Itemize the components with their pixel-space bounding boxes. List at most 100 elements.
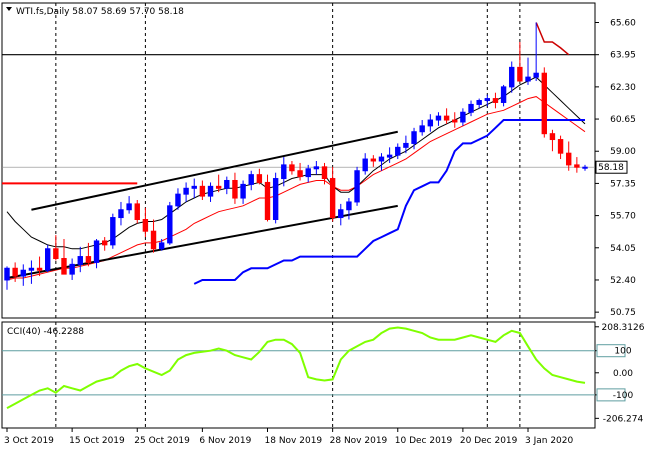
candle-body <box>346 201 352 211</box>
cci-line <box>6 326 586 409</box>
candle-body <box>362 158 368 172</box>
candle-body <box>386 154 393 158</box>
candle-body <box>533 72 539 78</box>
candle-body <box>183 187 189 195</box>
candle-body <box>370 158 377 162</box>
cci-level-box <box>596 388 626 402</box>
candle-body <box>460 111 466 123</box>
candle-body <box>509 66 515 88</box>
price-tick-label: 65.60 <box>610 19 636 29</box>
candle-body <box>289 164 295 172</box>
candle-body <box>93 240 100 263</box>
time-tick-label: 10 Dec 2019 <box>395 436 453 446</box>
cci-label: CCI(40) -46.2288 <box>7 327 84 337</box>
candle-body <box>468 103 474 113</box>
candle-body <box>419 125 425 133</box>
time-tick-label: 15 Oct 2019 <box>69 436 125 446</box>
candle-body <box>338 209 344 219</box>
candle-body <box>574 164 580 168</box>
candle-body <box>118 209 124 219</box>
candle-body <box>110 217 116 246</box>
candle-body <box>525 76 531 82</box>
candle-body <box>256 174 263 183</box>
candle-body <box>85 256 92 263</box>
candle-body <box>354 170 360 203</box>
candle-body <box>582 166 588 169</box>
candle-body <box>484 98 491 102</box>
price-tick-label: 57.35 <box>610 179 636 189</box>
candle-body <box>264 181 271 221</box>
candle-body <box>321 166 328 180</box>
chart-header: WTI.fs,Daily 58.07 58.69 57.70 58.18 <box>16 7 184 17</box>
candle-body <box>452 119 458 123</box>
cci-tick-label: -206.274 <box>603 414 644 424</box>
cci-level-box <box>596 344 626 358</box>
candle-body <box>378 156 385 162</box>
time-tick-label: 6 Nov 2019 <box>199 436 251 446</box>
time-tick-label: 3 Jan 2020 <box>525 436 573 446</box>
price-tick-label: 54.05 <box>610 244 636 254</box>
price-tick-label: 52.40 <box>610 276 636 286</box>
chevron-down-icon[interactable] <box>6 7 12 11</box>
candle-body <box>224 179 230 189</box>
candle-body <box>492 98 499 103</box>
candle-body <box>435 115 442 121</box>
candle-body <box>77 256 83 265</box>
candle-body <box>36 267 43 271</box>
cci-tick-label: 0.00 <box>613 369 633 379</box>
candle-body <box>411 131 417 144</box>
cci-panel <box>1 321 596 429</box>
price-tick-label: 63.95 <box>610 51 636 61</box>
candle-body <box>28 267 35 271</box>
candle-body <box>305 168 311 178</box>
candle-body <box>45 248 51 271</box>
price-tick-label: 62.30 <box>610 83 636 93</box>
candle-body <box>61 258 67 275</box>
time-tick-label: 25 Oct 2019 <box>134 436 190 446</box>
time-tick-label: 28 Nov 2019 <box>330 436 388 446</box>
candle-body <box>232 179 238 199</box>
candle-body <box>329 178 336 219</box>
candle-body <box>191 185 197 189</box>
candle-body <box>566 152 572 166</box>
candle-body <box>557 139 564 154</box>
candle-body <box>500 86 507 103</box>
candle-body <box>142 219 149 232</box>
candle-body <box>272 178 279 221</box>
candle-body <box>12 267 18 277</box>
candle-body <box>150 230 157 250</box>
candle-body <box>53 248 59 260</box>
candle-body <box>69 263 75 275</box>
candle-body <box>427 119 434 127</box>
candle-body <box>20 269 26 277</box>
candle-body <box>248 174 254 185</box>
trendline-1 <box>31 130 398 211</box>
candle-body <box>4 267 10 281</box>
candle-body <box>207 185 214 197</box>
candle-body <box>549 133 556 141</box>
price-tick-label: 60.65 <box>610 115 636 125</box>
candle-body <box>199 185 206 197</box>
candle-body <box>215 185 222 189</box>
main-panel <box>1 2 596 319</box>
cci-tick-label: 100 <box>614 347 631 357</box>
candle-body <box>313 166 320 170</box>
candle-body <box>167 205 173 244</box>
candle-body <box>395 146 401 156</box>
candle-body <box>126 203 132 211</box>
cci-tick-label: 208.3126 <box>602 323 645 333</box>
time-tick-label: 18 Nov 2019 <box>265 436 323 446</box>
candle-body <box>158 242 165 250</box>
candle-body <box>281 164 287 180</box>
candle-body <box>517 66 523 82</box>
candle-body <box>134 203 140 221</box>
candle-body <box>541 72 547 135</box>
overlay-blue-stop <box>193 119 585 285</box>
candle-body <box>297 170 303 178</box>
current-price-label: 58.18 <box>598 163 624 173</box>
price-tick-label: 55.70 <box>610 212 636 222</box>
time-tick-label: 20 Dec 2019 <box>460 436 518 446</box>
time-tick-label: 3 Oct 2019 <box>4 436 54 446</box>
candle-body <box>175 193 181 207</box>
